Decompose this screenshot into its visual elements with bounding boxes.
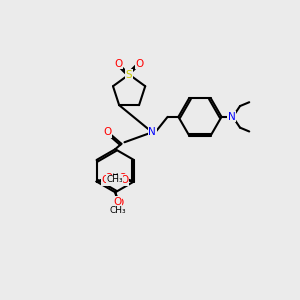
Text: CH₃: CH₃: [109, 206, 126, 215]
Text: N: N: [148, 127, 156, 137]
Text: O: O: [113, 196, 122, 206]
Text: N: N: [228, 112, 236, 122]
Text: CH₃: CH₃: [106, 176, 123, 184]
Text: O: O: [121, 175, 129, 185]
Text: O: O: [136, 59, 144, 69]
Text: O: O: [102, 175, 110, 185]
Text: O: O: [114, 59, 122, 69]
Text: O: O: [104, 173, 112, 183]
Text: CH₃: CH₃: [107, 176, 124, 184]
Text: O: O: [115, 198, 123, 208]
Text: S: S: [126, 70, 132, 80]
Text: O: O: [118, 173, 127, 183]
Text: O: O: [103, 127, 112, 137]
